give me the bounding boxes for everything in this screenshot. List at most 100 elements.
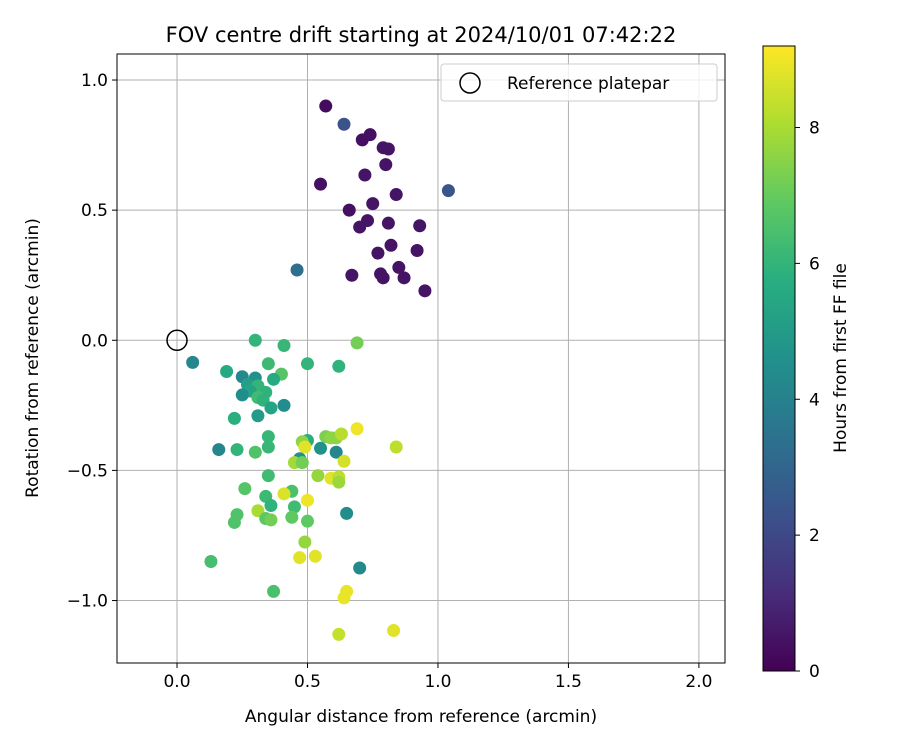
colorbar-tick-label: 0 xyxy=(809,662,820,682)
data-point xyxy=(350,336,364,350)
data-point xyxy=(332,627,346,641)
data-point xyxy=(204,555,218,568)
y-tick-label: 0.0 xyxy=(81,331,108,351)
colorbar xyxy=(762,45,796,672)
data-point xyxy=(277,487,291,501)
data-point xyxy=(337,117,351,131)
data-point xyxy=(340,506,354,520)
data-point xyxy=(277,398,291,412)
data-point xyxy=(392,260,406,274)
data-point xyxy=(332,359,346,373)
data-point xyxy=(248,445,262,459)
data-point xyxy=(371,246,385,260)
y-axis-ticks: 1.0 0.5 0.0 −0.5 −1.0 xyxy=(67,71,117,612)
data-point xyxy=(384,238,398,252)
data-point xyxy=(186,355,200,369)
x-axis-label: Angular distance from reference (arcmin) xyxy=(245,707,597,727)
x-tick-label: 1.0 xyxy=(424,672,451,692)
y-tick-label: −1.0 xyxy=(67,592,108,612)
colorbar-tick-label: 2 xyxy=(809,526,820,546)
data-point xyxy=(264,401,278,415)
data-point xyxy=(353,220,367,234)
data-point xyxy=(261,357,275,371)
data-point xyxy=(212,443,226,457)
data-point xyxy=(334,427,348,441)
data-point xyxy=(387,623,401,637)
data-point xyxy=(381,216,395,230)
data-point xyxy=(314,177,328,191)
data-point xyxy=(264,499,278,513)
legend-label: Reference platepar xyxy=(507,74,669,94)
data-point xyxy=(267,584,281,598)
y-tick-label: 1.0 xyxy=(81,71,108,91)
data-point xyxy=(337,454,351,468)
data-point xyxy=(376,271,390,285)
data-point xyxy=(261,469,275,483)
data-point xyxy=(379,158,393,172)
colorbar-tick-label: 4 xyxy=(809,390,820,410)
data-point xyxy=(381,142,395,156)
data-point xyxy=(300,493,314,507)
data-point xyxy=(410,243,424,257)
data-point xyxy=(293,551,307,565)
data-point xyxy=(319,99,333,113)
legend-reference-marker xyxy=(459,72,481,94)
data-point xyxy=(251,409,265,423)
data-point xyxy=(220,365,234,379)
data-point xyxy=(300,514,314,528)
y-tick-label: −0.5 xyxy=(67,461,108,481)
legend-box xyxy=(440,63,718,102)
data-point xyxy=(366,197,380,211)
data-point xyxy=(298,535,312,549)
colorbar-ticks: 0 2 4 6 8 xyxy=(795,119,820,682)
data-point xyxy=(413,219,427,233)
data-point xyxy=(397,271,411,285)
data-point xyxy=(355,133,369,147)
x-tick-label: 0.5 xyxy=(294,672,321,692)
data-point xyxy=(314,441,328,455)
x-tick-label: 0.0 xyxy=(163,672,190,692)
data-point xyxy=(277,338,291,352)
data-point xyxy=(342,203,356,217)
legend: Reference platepar xyxy=(440,63,718,102)
data-point xyxy=(227,411,241,425)
data-point xyxy=(311,469,325,483)
chart-title: FOV centre drift starting at 2024/10/01 … xyxy=(166,23,677,47)
colorbar-tick-label: 6 xyxy=(809,254,820,274)
data-point xyxy=(298,440,312,454)
data-point xyxy=(295,456,309,470)
data-point xyxy=(389,440,403,454)
data-point xyxy=(418,284,432,298)
data-point xyxy=(350,422,364,436)
data-point xyxy=(235,388,249,402)
x-tick-label: 1.5 xyxy=(555,672,582,692)
data-point xyxy=(285,510,299,524)
colorbar-tick-label: 8 xyxy=(809,119,820,139)
data-point xyxy=(441,184,455,198)
data-point xyxy=(248,333,262,347)
data-point xyxy=(353,561,367,575)
x-tick-label: 2.0 xyxy=(685,672,712,692)
data-points xyxy=(186,99,455,641)
data-point xyxy=(337,591,351,605)
data-point xyxy=(308,549,322,563)
data-point xyxy=(230,443,244,457)
data-point xyxy=(345,268,359,282)
reference-platepar-point xyxy=(166,329,188,352)
data-point xyxy=(261,440,275,454)
colorbar-label: Hours from first FF file xyxy=(831,263,851,453)
y-tick-label: 0.5 xyxy=(81,201,108,221)
data-point xyxy=(300,357,314,371)
data-point xyxy=(261,430,275,444)
data-point xyxy=(290,263,304,277)
data-point xyxy=(267,372,281,386)
reference-marker xyxy=(166,329,188,352)
data-point xyxy=(238,482,252,496)
data-point xyxy=(329,445,343,459)
data-point xyxy=(287,500,301,514)
data-point xyxy=(227,515,241,529)
data-point xyxy=(264,513,278,527)
data-point xyxy=(389,188,403,202)
y-axis-label: Rotation from reference (arcmin) xyxy=(23,218,43,498)
